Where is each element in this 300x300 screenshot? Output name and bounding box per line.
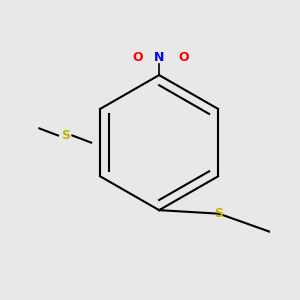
Text: O: O bbox=[179, 51, 190, 64]
Text: O: O bbox=[132, 51, 143, 64]
Text: S: S bbox=[61, 129, 70, 142]
Text: S: S bbox=[214, 207, 224, 220]
Text: N: N bbox=[154, 51, 164, 64]
